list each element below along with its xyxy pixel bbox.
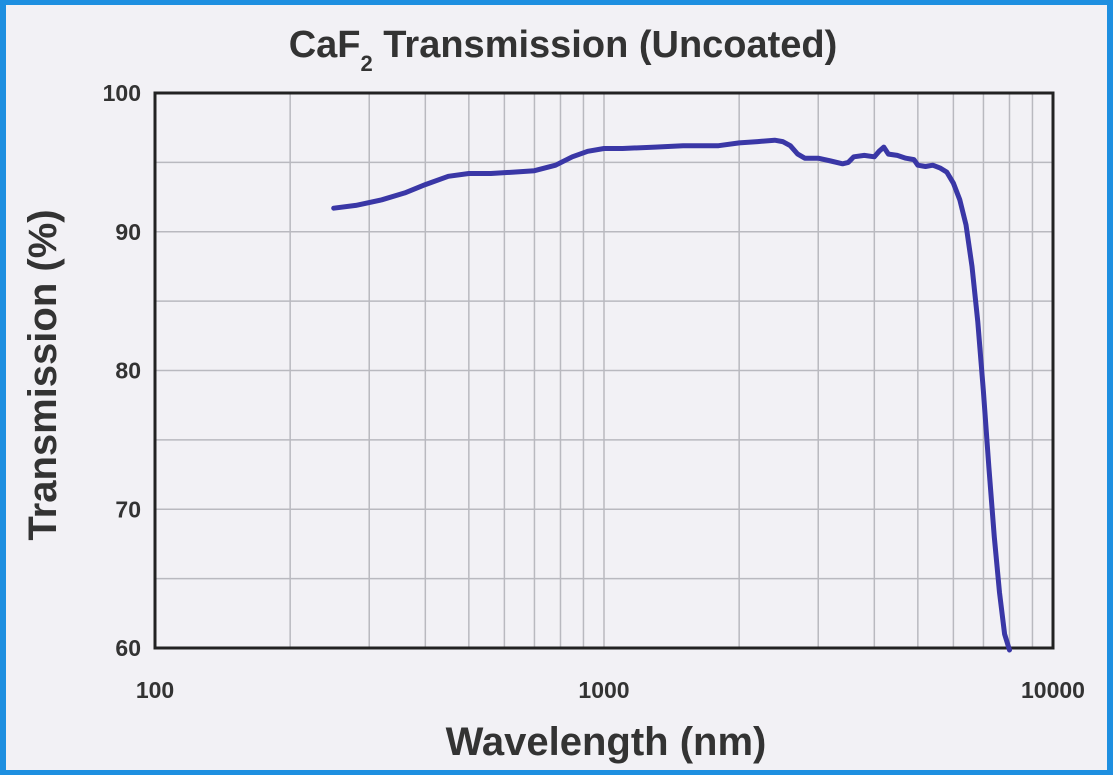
- y-tick-label: 90: [115, 219, 141, 245]
- x-axis-label: Wavelength (nm): [446, 720, 767, 764]
- chart-panel: 100 1000 10000 60 70 80 90 100 CaF2 Transmissio…: [6, 5, 1107, 770]
- chart-title-main: CaF: [289, 24, 361, 66]
- x-tick-label: 10000: [1021, 677, 1085, 703]
- chart-title-subscript: 2: [361, 51, 373, 76]
- chart-title-rest: Transmission (Uncoated): [373, 24, 838, 66]
- x-tick-label: 100: [136, 677, 174, 703]
- y-tick-label: 60: [115, 635, 141, 661]
- tick-labels: 100 1000 10000 60 70 80 90 100: [103, 80, 1085, 703]
- y-tick-label: 100: [103, 80, 141, 106]
- chart-title: CaF2 Transmission (Uncoated): [289, 24, 838, 76]
- x-tick-label: 1000: [578, 677, 629, 703]
- y-axis-label: Transmission (%): [21, 209, 65, 540]
- transmission-chart: 100 1000 10000 60 70 80 90 100 CaF2 Transmissio…: [21, 24, 1085, 764]
- y-tick-label: 80: [115, 358, 141, 384]
- grid: [155, 93, 1053, 648]
- transmission-curve: [331, 137, 1012, 653]
- y-tick-label: 70: [115, 496, 141, 522]
- plot-border: [153, 91, 1055, 650]
